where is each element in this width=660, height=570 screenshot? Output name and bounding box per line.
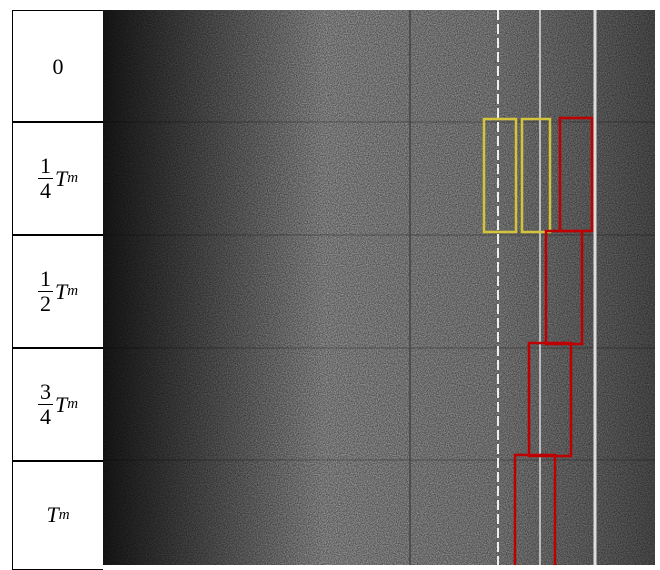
- grain: [103, 10, 655, 565]
- symbol: T: [46, 502, 58, 528]
- numerator: 3: [38, 380, 53, 405]
- denominator: 2: [40, 292, 51, 316]
- numerator: 1: [38, 267, 53, 292]
- symbol: T: [55, 166, 67, 192]
- row-label: 0: [12, 10, 103, 123]
- figure: 0 14Tm 12Tm 34Tm Tm: [0, 0, 660, 565]
- label-text: 0: [53, 54, 64, 80]
- numerator: 1: [38, 154, 53, 179]
- denominator: 4: [40, 405, 51, 429]
- symbol: T: [55, 392, 67, 418]
- denominator: 4: [40, 179, 51, 203]
- subscript: m: [67, 283, 78, 300]
- subscript: m: [67, 396, 78, 413]
- symbol: T: [55, 279, 67, 305]
- image-panel: [103, 10, 655, 565]
- subscript: m: [59, 507, 70, 524]
- subscript: m: [67, 170, 78, 187]
